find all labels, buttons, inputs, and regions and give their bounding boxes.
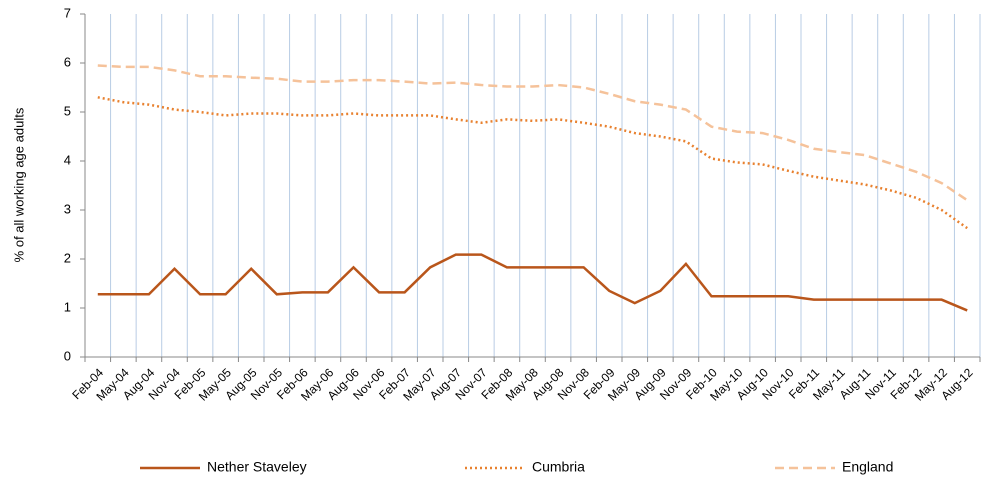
legend-label: England <box>842 459 893 475</box>
series-line <box>97 253 968 312</box>
y-tick-label: 7 <box>64 5 71 20</box>
series-line <box>97 96 968 230</box>
y-axis-label: % of all working age adults <box>11 107 26 262</box>
y-tick-label: 2 <box>64 250 71 265</box>
y-tick-label: 6 <box>64 54 71 69</box>
y-tick-label: 3 <box>64 201 71 216</box>
series-line <box>97 64 968 202</box>
y-tick-label: 5 <box>64 103 71 118</box>
legend-label: Cumbria <box>532 459 585 475</box>
y-tick-label: 1 <box>64 299 71 314</box>
y-tick-label: 0 <box>64 348 71 363</box>
y-tick-label: 4 <box>64 152 71 167</box>
legend-label: Nether Staveley <box>207 459 307 475</box>
